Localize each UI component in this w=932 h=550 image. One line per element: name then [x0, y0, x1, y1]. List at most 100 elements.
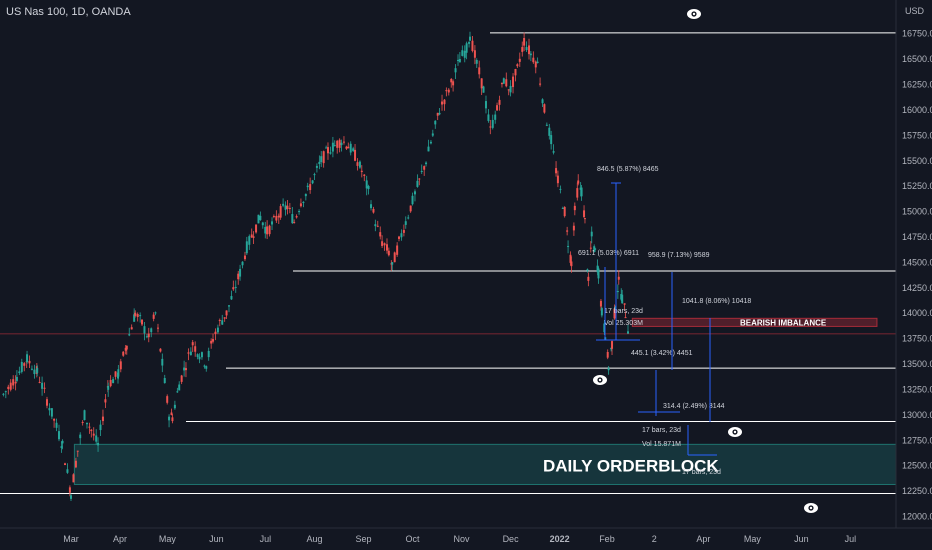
y-tick-label: 16750.0	[902, 29, 932, 39]
candle-body	[23, 363, 26, 366]
symbol-title: US Nas 100, 1D, OANDA	[6, 6, 131, 18]
candle-body	[159, 348, 162, 352]
candle-body	[248, 236, 251, 245]
candle-body	[55, 422, 58, 428]
candle-body	[130, 327, 133, 330]
candle-body	[136, 314, 139, 318]
candle-body	[349, 143, 352, 153]
candle-body	[436, 112, 439, 116]
candle-body	[583, 218, 586, 220]
candle-body	[480, 78, 483, 89]
candle-body	[563, 206, 566, 217]
candle-body	[447, 89, 450, 93]
candle-body	[232, 287, 235, 290]
candle-body	[427, 146, 430, 152]
candle-body	[147, 333, 150, 338]
candle-body	[397, 236, 400, 239]
candle-body	[114, 371, 117, 377]
candle-body	[139, 315, 142, 317]
candle-body	[76, 450, 79, 452]
candle-body	[286, 205, 289, 209]
candle-body	[458, 59, 461, 63]
candle-body	[48, 408, 51, 411]
y-tick-label: 12500.0	[902, 461, 932, 471]
candle-body	[463, 50, 466, 58]
candle-body	[210, 340, 213, 344]
measure-label: 691.1 (5.03%) 6911	[578, 250, 639, 257]
candle-body	[156, 327, 159, 329]
candle-body	[279, 206, 282, 218]
candle-body	[88, 426, 91, 428]
candle-body	[491, 119, 494, 128]
eye-icon	[593, 375, 607, 385]
x-tick-label: Jul	[260, 534, 272, 544]
candle-body	[473, 50, 476, 58]
measure-label: 846.5 (5.87%) 8465	[597, 166, 659, 173]
price-axis	[896, 0, 932, 550]
candle-body	[465, 43, 468, 53]
candle-body	[7, 386, 10, 389]
candle-body	[617, 276, 620, 280]
x-tick-label: Apr	[113, 534, 127, 544]
candle-body	[555, 168, 558, 174]
candle-body	[461, 50, 464, 56]
candle-body	[325, 147, 328, 149]
candle-body	[367, 186, 370, 190]
candle-body	[363, 174, 366, 176]
candle-body	[423, 166, 426, 170]
candle-body	[603, 323, 606, 333]
candle-body	[623, 303, 626, 305]
candle-body	[109, 379, 112, 387]
candle-body	[431, 133, 434, 136]
candle-body	[250, 234, 253, 238]
candle-body	[72, 474, 75, 483]
y-tick-label: 12250.0	[902, 486, 932, 496]
candle-body	[365, 180, 368, 189]
candle-body	[295, 216, 298, 218]
candle-body	[183, 367, 186, 371]
candle-body	[354, 149, 357, 161]
candle-body	[441, 101, 444, 105]
candle-body	[597, 268, 600, 279]
candle-body	[505, 79, 508, 87]
candle-body	[60, 446, 63, 448]
candle-body	[607, 368, 610, 371]
candle-body	[320, 156, 323, 163]
candle-body	[416, 180, 419, 187]
candle-body	[241, 261, 244, 266]
candle-body	[107, 385, 110, 390]
candle-body	[452, 81, 455, 86]
candle-body	[509, 85, 512, 93]
candle-body	[502, 78, 505, 84]
y-tick-label: 13000.0	[902, 410, 932, 420]
candle-body	[624, 317, 627, 319]
candle-body	[469, 36, 472, 41]
x-tick-label: Apr	[696, 534, 710, 544]
candle-body	[291, 214, 294, 224]
candle-body	[572, 225, 575, 231]
candle-body	[2, 393, 5, 395]
candle-body	[133, 314, 136, 322]
candle-body	[525, 47, 528, 51]
candle-body	[376, 225, 379, 227]
candle-body	[124, 347, 127, 351]
candle-body	[255, 224, 258, 233]
candle-body	[370, 204, 373, 209]
candle-body	[358, 161, 361, 168]
candle-body	[266, 226, 269, 235]
measure-label: Vol 25.303M	[604, 320, 643, 327]
candle-body	[438, 112, 441, 115]
candle-body	[567, 245, 570, 247]
candle-body	[264, 226, 267, 234]
zone-label: DAILY ORDERBLOCK	[543, 456, 719, 475]
y-tick-label: 16500.0	[902, 54, 932, 64]
candle-body	[372, 208, 375, 213]
candle-body	[570, 261, 573, 267]
candle-body	[329, 152, 332, 154]
candle-body	[143, 326, 146, 334]
candle-body	[545, 124, 548, 126]
candle-body	[203, 365, 206, 367]
candle-body	[425, 162, 428, 165]
candle-body	[117, 369, 120, 377]
